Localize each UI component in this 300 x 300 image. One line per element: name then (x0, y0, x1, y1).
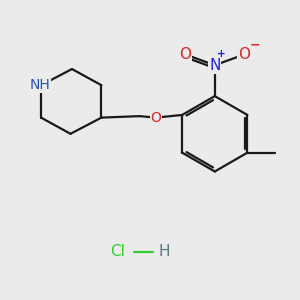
Text: H: H (159, 244, 170, 259)
Text: +: + (217, 49, 226, 59)
Text: N: N (209, 58, 220, 73)
Text: NH: NH (29, 78, 50, 92)
Text: O: O (151, 111, 161, 124)
Text: Cl: Cl (110, 244, 125, 259)
Text: O: O (179, 47, 191, 62)
Text: −: − (250, 39, 261, 52)
Text: O: O (238, 47, 250, 62)
